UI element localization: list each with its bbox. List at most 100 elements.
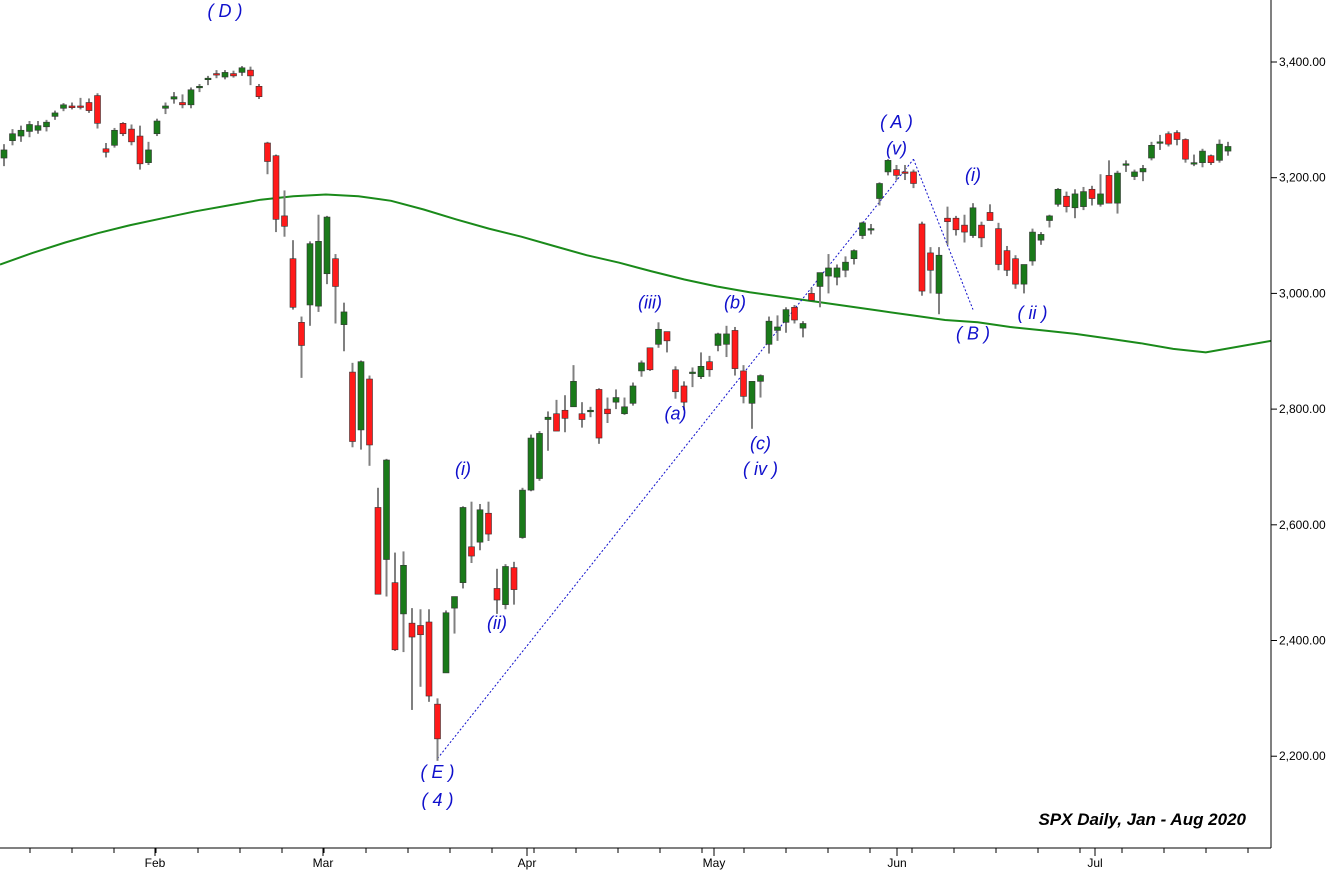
candle [1054,188,1062,207]
candle-body-down [731,330,739,369]
candle [697,352,705,380]
candle-body-down [952,217,960,231]
y-tick-label: 3,200.00 [1279,171,1326,185]
candle [264,141,271,175]
wave-label: (iii) [638,292,662,312]
candle-body-up [238,67,246,73]
y-tick-label: 2,800.00 [1279,402,1326,416]
candle [944,206,951,245]
candle-body-down [468,546,475,557]
candle-body-up [1046,215,1053,221]
candle [0,144,8,167]
candle [1199,148,1206,168]
candle [298,316,305,378]
candle-body-up [502,566,509,605]
candle-body-up [1080,191,1087,207]
candle [1105,160,1113,204]
candle [672,366,679,399]
candle-body-up [765,320,773,345]
candle [119,122,127,137]
candle-body-down [434,703,441,740]
y-tick-labels: 2,200.00 2,400.00 2,600.00 2,800.00 3,000.00… [1271,55,1326,763]
candle [655,322,662,348]
candle-body-down [255,85,263,98]
wave-label: ( 4 ) [421,790,453,810]
candle [289,240,297,310]
candle-body-up [1054,188,1062,205]
candle [451,596,458,634]
candle-body-up [476,509,484,543]
candle [332,254,339,324]
candle-body-down [595,389,603,439]
candle-body-down [128,128,135,143]
candle [43,119,50,132]
candle-body-up [1190,162,1198,165]
x-tick-label: May [703,856,726,870]
candle-body-down [136,135,144,165]
candle-body-down [94,95,101,124]
candle [723,325,730,358]
candle-body-up [170,96,178,100]
candle [1046,214,1053,228]
candle-body-down [910,171,917,184]
candle-body-up [587,409,594,413]
wave-label: (c) [750,434,771,454]
candle-body-down [1165,133,1172,145]
candle [26,121,33,138]
candle [808,287,815,301]
candle [816,272,824,308]
candle [978,221,985,248]
moving-average-line [0,193,1272,354]
candle-body-up [26,124,33,132]
candle-body-up [1037,234,1045,241]
candle [1165,131,1172,147]
candle [425,609,433,702]
candle-body-down [604,408,611,415]
candle [502,564,509,610]
candle [1071,189,1079,219]
candle-body-up [867,228,875,231]
candle [442,610,450,674]
candle [213,70,220,79]
candle [230,70,237,78]
candle-body-down [791,306,798,321]
candle-body-down [1182,139,1189,160]
candle-body-down [119,123,127,135]
candle-body-up [748,381,756,404]
candle-body-down [408,622,416,638]
candle-body-down [510,567,518,590]
candle [638,360,645,377]
x-tick-label: Jul [1087,856,1102,870]
candle [128,124,135,146]
candle [281,190,288,237]
candle-body-down [672,369,679,393]
candle [111,127,118,148]
candle-body-up [34,125,42,131]
wave-label: (i) [455,459,471,479]
candle-body-up [1148,145,1155,159]
candle [468,501,475,563]
candle-body-down [332,258,339,287]
candle [748,381,756,429]
candle-body-up [638,362,645,372]
candle-body-up [884,160,892,173]
candle [714,332,722,352]
candle [595,388,603,444]
candle-body-up [145,149,152,163]
candle-body-up [204,77,212,80]
candle-body-down [561,409,569,419]
candle [1037,232,1045,245]
candle [340,302,348,352]
candle-body-up [51,112,59,117]
wave-label: (i) [965,165,981,185]
candle-body-up [714,333,722,346]
candle-body-down [680,385,688,403]
candle-body-down [1003,250,1011,271]
y-tick-label: 2,600.00 [1279,518,1326,532]
candle [179,94,186,109]
wave-label: (v) [886,139,907,159]
y-tick-label: 3,000.00 [1279,286,1326,300]
candle [867,223,875,235]
candle-body-down [485,512,492,535]
candle [383,458,390,597]
